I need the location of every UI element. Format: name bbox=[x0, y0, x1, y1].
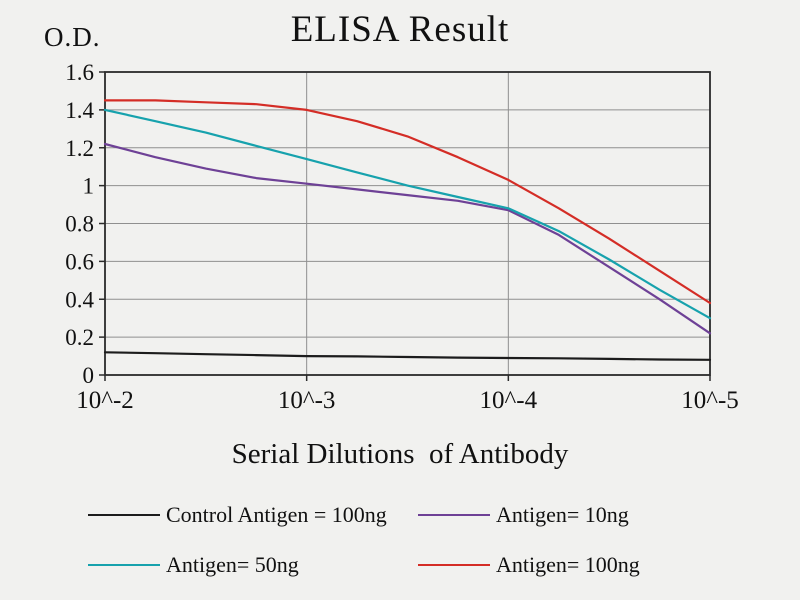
y-tick-label: 0.4 bbox=[65, 287, 94, 312]
legend-line-sample bbox=[88, 514, 160, 516]
legend-item-antigen-10ng: Antigen= 10ng bbox=[418, 490, 629, 540]
series-line-antigen-100ng bbox=[103, 99, 712, 305]
legend-line-sample bbox=[88, 564, 160, 566]
legend-item-antigen-100ng: Antigen= 100ng bbox=[418, 540, 640, 590]
legend: Control Antigen = 100ng Antigen= 10ng An… bbox=[88, 490, 748, 590]
legend-row: Control Antigen = 100ng Antigen= 10ng bbox=[88, 490, 748, 540]
x-tick-label: 10^-5 bbox=[681, 387, 739, 414]
y-tick-label: 1.4 bbox=[65, 98, 94, 123]
x-tick-label: 10^-3 bbox=[278, 387, 336, 414]
legend-item-control-antigen: Control Antigen = 100ng bbox=[88, 490, 418, 540]
y-axis-unit-label: O.D. bbox=[44, 22, 101, 52]
plot-area: 0 0.2 0.4 0.6 0.8 1 1.2 1.4 1.6 10^-2 10^-3 10^-4 10… bbox=[65, 60, 739, 414]
plot-wrap: 0 0.2 0.4 0.6 0.8 1 1.2 1.4 1.6 10^-2 10^-3 10^-4 10… bbox=[50, 58, 750, 423]
y-tick-label: 1 bbox=[83, 174, 95, 199]
legend-line-sample bbox=[418, 564, 490, 566]
y-tick-label: 1.2 bbox=[65, 136, 94, 161]
chart-title: ELISA Result bbox=[290, 9, 510, 50]
y-tick-label: 0.2 bbox=[65, 325, 94, 350]
legend-line-sample bbox=[418, 514, 490, 516]
plot-border bbox=[104, 71, 711, 376]
y-tick-label: 0.8 bbox=[65, 212, 94, 237]
y-tick-label: 1.6 bbox=[65, 60, 94, 85]
legend-label: Control Antigen = 100ng bbox=[166, 502, 387, 527]
y-tick-label: 0 bbox=[83, 363, 95, 388]
y-tick-label: 0.6 bbox=[65, 249, 94, 274]
series-line-control-antigen-100ng bbox=[103, 351, 712, 361]
x-tick-label: 10^-2 bbox=[76, 387, 134, 414]
x-axis-title: Serial Dilutions of Antibody bbox=[231, 438, 569, 470]
legend-label: Antigen= 10ng bbox=[496, 502, 629, 527]
legend-label: Antigen= 50ng bbox=[166, 552, 299, 577]
legend-item-antigen-50ng: Antigen= 50ng bbox=[88, 540, 418, 590]
legend-label: Antigen= 100ng bbox=[496, 552, 640, 577]
series-line-antigen-50ng bbox=[103, 108, 712, 320]
series-line-antigen-10ng bbox=[103, 142, 712, 335]
x-tick-label: 10^-4 bbox=[480, 387, 538, 414]
legend-row: Antigen= 50ng Antigen= 100ng bbox=[88, 540, 748, 590]
